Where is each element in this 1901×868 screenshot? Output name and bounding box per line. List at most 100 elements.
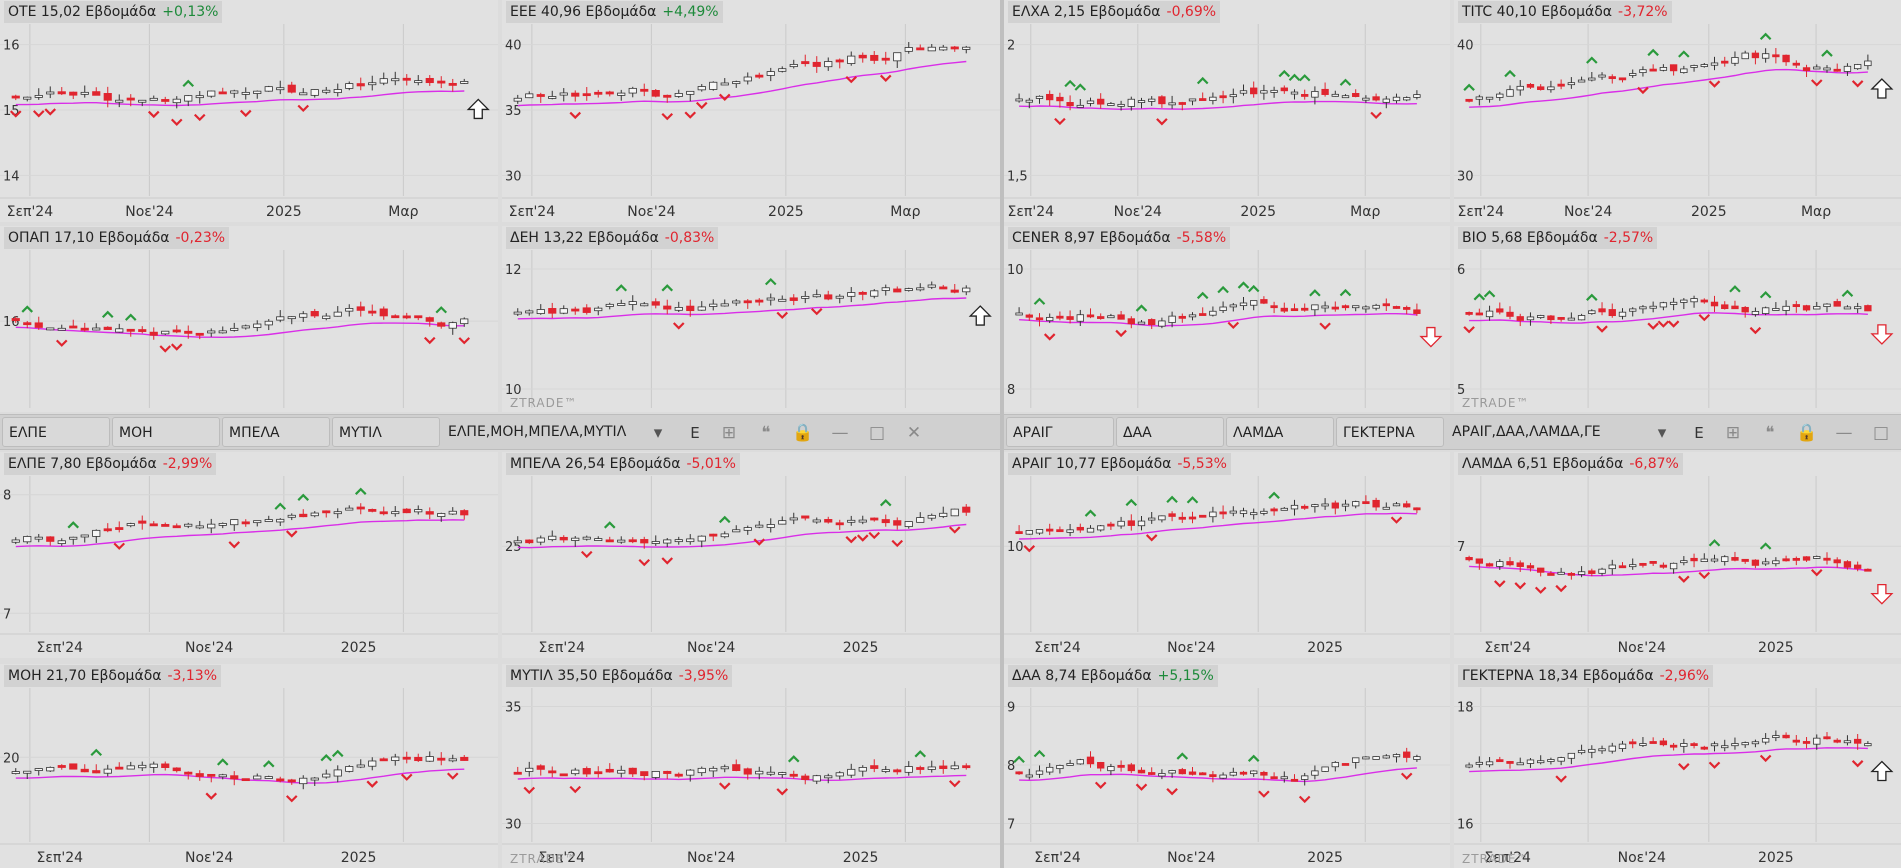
- candle: [1577, 76, 1586, 83]
- tab-δαα[interactable]: ΔΑΑ: [1116, 417, 1224, 447]
- grid-layout-icon[interactable]: ⊞: [1725, 423, 1741, 443]
- symbol-group-combo[interactable]: ΑΡΑΙΓ,ΔΑΑ,ΛΑΜΔΑ,ΓΕ: [1452, 424, 1601, 440]
- price-label: 13,22: [543, 230, 584, 246]
- extra-label[interactable]: Ε: [690, 424, 700, 442]
- tab-μυτιλ[interactable]: ΜΥΤΙΛ: [332, 417, 440, 447]
- group-divider[interactable]: [1000, 0, 1004, 868]
- change-percent: -5,53%: [1177, 456, 1227, 472]
- minimize-icon[interactable]: —: [831, 423, 849, 443]
- chart-cener[interactable]: 10 8 CENER 8,97 Εβδομάδα -5,58%: [1004, 226, 1450, 412]
- candle: [264, 515, 273, 522]
- chart-λαμδα[interactable]: Σεπ'24 Νοε'24 2025 7 ΛΑΜΔΑ 6,51 Εβδομάδα -6,8…: [1454, 452, 1901, 658]
- lock-icon[interactable]: 🔒: [792, 423, 814, 443]
- tab-αραιγ[interactable]: ΑΡΑΙΓ: [1006, 417, 1114, 447]
- chart-οτε[interactable]: Σεπ'24 Νοε'24 2025 Μαρ 16 15 14 ΟΤΕ 15,02 Εβδομ…: [0, 0, 498, 222]
- tab-λαμδα[interactable]: ΛΑΜΔΑ: [1226, 417, 1334, 447]
- candle: [356, 759, 365, 769]
- x-tick-label: Νοε'24: [185, 640, 233, 656]
- grid-layout-icon[interactable]: ⊞: [721, 423, 737, 443]
- chart-οπαπ[interactable]: 16 ΟΠΑΠ 17,10 Εβδομάδα -0,23%: [0, 226, 498, 412]
- chart-bio[interactable]: 6 5 BIO 5,68 Εβδομάδα -2,57% ZTRADE™: [1454, 226, 1901, 412]
- y-tick-label: 40: [1457, 39, 1474, 54]
- tab-ελπε[interactable]: ΕΛΠΕ: [2, 417, 110, 447]
- candle: [720, 764, 729, 773]
- chart-δαα[interactable]: Σεπ'24 Νοε'24 2025 9 8 7 ΔΑΑ 8,74 Εβδομάδα +5,1…: [1004, 664, 1450, 868]
- chart-αραιγ[interactable]: Σεπ'24 Νοε'24 2025 10 ΑΡΑΙΓ 10,77 Εβδομάδα -5…: [1004, 452, 1450, 658]
- chart-εεε[interactable]: Σεπ'24 Νοε'24 2025 Μαρ 40 35 30 ΕΕΕ 40,96 Εβδομ…: [502, 0, 1000, 222]
- candle: [950, 508, 959, 517]
- symbol-label: CENER: [1012, 230, 1060, 246]
- y-tick-label: 10: [505, 383, 522, 398]
- dropdown-arrow-icon[interactable]: ▾: [653, 423, 663, 443]
- candle: [195, 520, 204, 530]
- minimize-icon[interactable]: —: [1835, 423, 1853, 443]
- lock-icon[interactable]: 🔒: [1796, 423, 1818, 443]
- maximize-icon[interactable]: □: [1872, 423, 1890, 443]
- candle: [126, 328, 135, 337]
- moving-average-line: [517, 297, 967, 320]
- candle: [1761, 48, 1770, 63]
- extra-label[interactable]: Ε: [1694, 424, 1704, 442]
- candle: [1331, 500, 1339, 515]
- sell-signal-chevron: [1094, 781, 1107, 789]
- candle: [893, 52, 902, 68]
- chart-γεκτερνα[interactable]: Σεπ'24 Νοε'24 2025 18 16 ΓΕΚΤΕΡΝΑ 18,34 Εβδομ…: [1454, 664, 1901, 868]
- chart-ελχα[interactable]: Σεπ'24 Νοε'24 2025 Μαρ 2 1,5 ΕΛΧΑ 2,15 Εβδομάδ…: [1004, 0, 1450, 222]
- sell-signal-chevron: [1637, 86, 1649, 95]
- candle: [1229, 88, 1237, 104]
- close-icon[interactable]: ✕: [906, 423, 922, 443]
- quote-icon[interactable]: ❝: [1765, 423, 1775, 443]
- candle: [1290, 499, 1299, 516]
- x-tick-label: 2025: [266, 204, 302, 220]
- sell-signal-chevron: [810, 307, 823, 316]
- candle: [1097, 761, 1105, 772]
- candle: [674, 772, 683, 778]
- candle: [34, 316, 43, 330]
- change-percent: -2,96%: [1659, 668, 1710, 684]
- candle: [1178, 101, 1186, 111]
- maximize-icon[interactable]: □: [868, 423, 886, 443]
- candle: [1485, 757, 1494, 768]
- y-tick-label: 20: [3, 751, 20, 766]
- candle: [138, 515, 147, 530]
- price-label: 5,68: [1491, 230, 1523, 246]
- candle: [1086, 308, 1095, 319]
- candle: [743, 525, 752, 535]
- candle: [172, 523, 181, 529]
- chart-δεη[interactable]: 12 10 ΔΕΗ 13,22 Εβδομάδα -0,83% ZTRADE™: [502, 226, 1000, 412]
- candle: [1209, 92, 1217, 105]
- chart-μοη[interactable]: Σεπ'24 Νοε'24 2025 20 ΜΟΗ 21,70 Εβδομάδα -3,1…: [0, 664, 498, 868]
- candle: [1403, 500, 1411, 508]
- tab-γεκτερνα[interactable]: ΓΕΚΤΕΡΝΑ: [1336, 417, 1444, 447]
- candle: [536, 764, 545, 776]
- candle: [1046, 523, 1054, 536]
- candle: [1137, 516, 1146, 531]
- dropdown-arrow-icon[interactable]: ▾: [1657, 423, 1667, 443]
- candle: [34, 533, 43, 543]
- tab-μπελα[interactable]: ΜΠΕΛΑ: [222, 417, 330, 447]
- candle: [835, 771, 844, 780]
- candle: [1158, 317, 1166, 329]
- candle: [1270, 86, 1278, 98]
- candle: [172, 767, 181, 773]
- chart-titc[interactable]: Σεπ'24 Νοε'24 2025 Μαρ 40 30 TITC 40,10 Εβδομά…: [1454, 0, 1901, 222]
- tab-μοη[interactable]: ΜΟΗ: [112, 417, 220, 447]
- candle: [1496, 91, 1504, 101]
- candle: [368, 304, 377, 317]
- quote-icon[interactable]: ❝: [761, 423, 771, 443]
- candle: [605, 763, 614, 773]
- chart-ελπε[interactable]: Σεπ'24 Νοε'24 2025 8 7 ΕΛΠΕ 7,80 Εβδομάδα -2,9…: [0, 452, 498, 658]
- candle: [1280, 506, 1288, 511]
- moving-average-line: [1019, 100, 1417, 111]
- chart-μπελα[interactable]: Σεπ'24 Νοε'24 2025 25 ΜΠΕΛΑ 26,54 Εβδομάδα -5…: [502, 452, 1000, 658]
- candle: [1649, 561, 1657, 566]
- candle: [617, 299, 626, 306]
- candle: [1097, 313, 1105, 320]
- candle: [1035, 313, 1044, 327]
- chart-μυτιλ[interactable]: Σεπ'24 Νοε'24 2025 35 30 ΜΥΤΙΛ 35,50 Εβδομάδα…: [502, 664, 1000, 868]
- candle: [893, 286, 902, 293]
- price-label: 17,10: [54, 230, 95, 246]
- candle: [1148, 767, 1156, 776]
- symbol-group-combo[interactable]: ΕΛΠΕ,ΜΟΗ,ΜΠΕΛΑ,ΜΥΤΙΛ: [448, 424, 627, 440]
- x-tick-label: Νοε'24: [1167, 640, 1215, 656]
